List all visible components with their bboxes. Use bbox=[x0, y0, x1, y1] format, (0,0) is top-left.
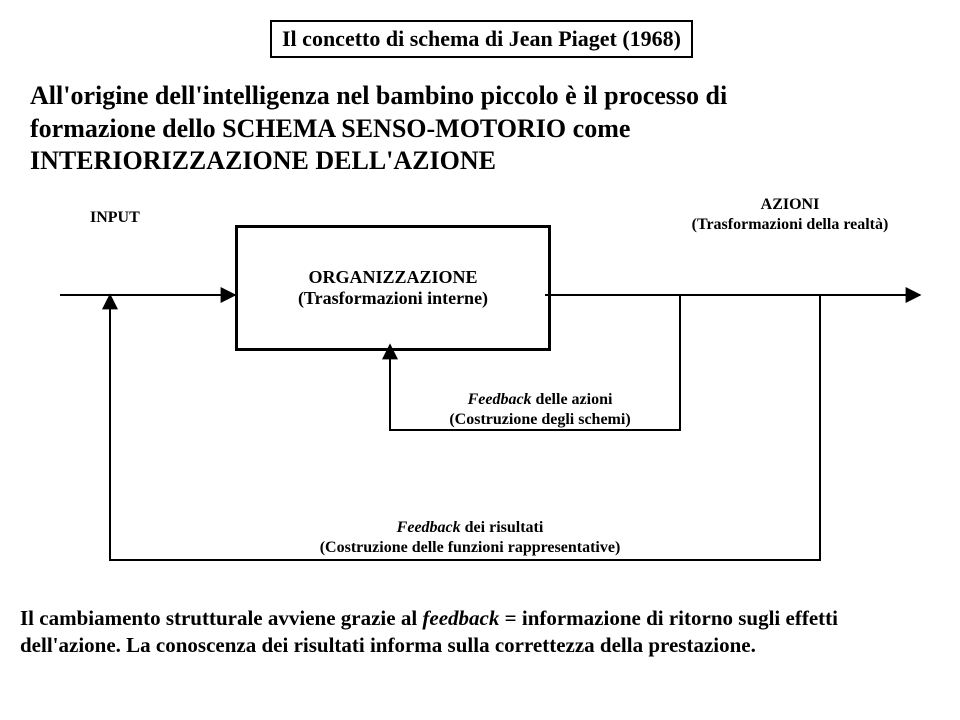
azioni-label: AZIONI (Trasformazioni della realtà) bbox=[650, 195, 930, 235]
input-label-text: INPUT bbox=[90, 209, 140, 226]
intro-line-3: INTERIORIZZAZIONE DELL'AZIONE bbox=[30, 146, 496, 175]
fb-azioni-line1: Feedback delle azioni bbox=[468, 391, 613, 408]
feedback-risultati-label: Feedback dei risultati (Costruzione dell… bbox=[260, 518, 680, 558]
org-line2: (Trasformazioni interne) bbox=[298, 288, 488, 309]
fb-ris-italic: Feedback bbox=[397, 519, 461, 536]
footer-text: Il cambiamento strutturale avviene grazi… bbox=[20, 605, 940, 660]
input-label: INPUT bbox=[90, 208, 140, 228]
organization-box: ORGANIZZAZIONE (Trasformazioni interne) bbox=[235, 225, 551, 351]
intro-line-2: formazione dello SCHEMA SENSO-MOTORIO co… bbox=[30, 114, 630, 143]
intro-line-1: All'origine dell'intelligenza nel bambin… bbox=[30, 81, 727, 110]
fb-azioni-italic: Feedback bbox=[468, 391, 532, 408]
azioni-line1: AZIONI bbox=[761, 196, 820, 213]
org-line1: ORGANIZZAZIONE bbox=[308, 267, 477, 288]
canvas: Il concetto di schema di Jean Piaget (19… bbox=[0, 0, 960, 720]
fb-ris-line1: Feedback dei risultati bbox=[397, 519, 544, 536]
intro-text: All'origine dell'intelligenza nel bambin… bbox=[30, 80, 930, 178]
fb-ris-line2: (Costruzione delle funzioni rappresentat… bbox=[320, 539, 621, 556]
footer-span: Il cambiamento strutturale avviene grazi… bbox=[20, 606, 838, 657]
title-text: Il concetto di schema di Jean Piaget (19… bbox=[282, 26, 681, 51]
feedback-azioni-label: Feedback delle azioni (Costruzione degli… bbox=[400, 390, 680, 430]
azioni-line2: (Trasformazioni della realtà) bbox=[692, 216, 889, 233]
fb-ris-rest: dei risultati bbox=[461, 519, 544, 536]
fb-azioni-line2: (Costruzione degli schemi) bbox=[449, 411, 630, 428]
fb-azioni-rest: delle azioni bbox=[532, 391, 613, 408]
title-box: Il concetto di schema di Jean Piaget (19… bbox=[270, 20, 693, 58]
